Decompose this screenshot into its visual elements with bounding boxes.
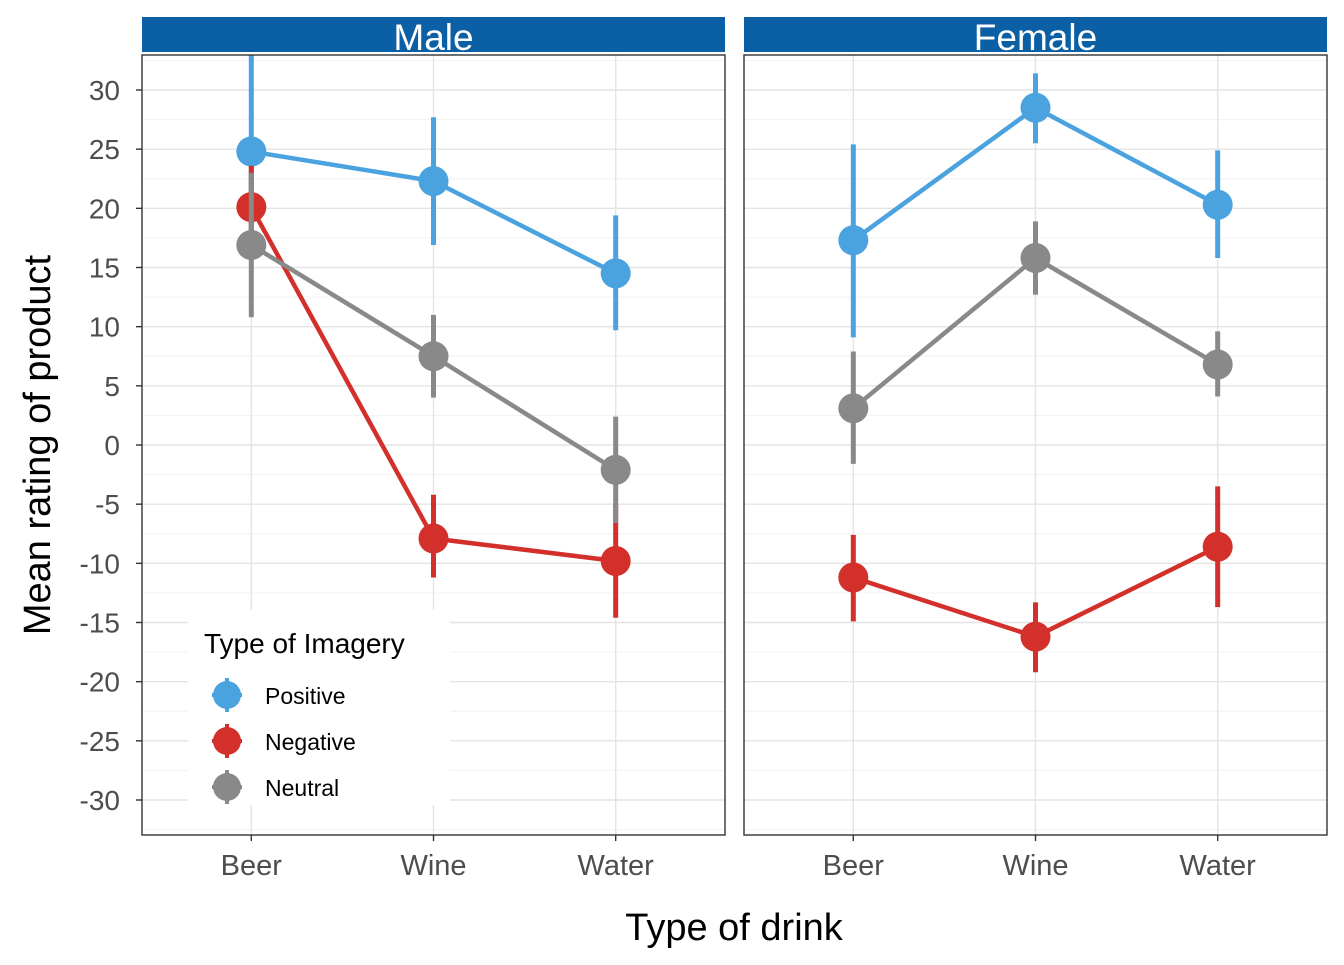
- data-point: [1020, 621, 1051, 652]
- series-neutral: [838, 221, 1233, 464]
- facet-label: Female: [974, 17, 1097, 58]
- legend-label-positive: Positive: [265, 683, 346, 709]
- series-positive: [838, 73, 1233, 338]
- legend-key-point: [213, 773, 241, 801]
- y-tick-label: -10: [80, 548, 120, 579]
- data-point: [418, 523, 449, 554]
- facet-label: Male: [393, 17, 473, 58]
- x-tick-label: Wine: [1002, 850, 1068, 882]
- facet-strip: [744, 17, 1327, 52]
- x-tick-label: Water: [1180, 850, 1257, 882]
- legend-label-negative: Negative: [265, 729, 356, 755]
- panel-border: [743, 54, 1328, 836]
- x-tick-label: Beer: [823, 850, 885, 882]
- data-point: [600, 545, 631, 576]
- legend-key-point: [213, 727, 241, 755]
- x-tick-label: Wine: [400, 850, 466, 882]
- data-point: [600, 258, 631, 289]
- data-point: [1202, 189, 1233, 220]
- y-tick-label: 15: [89, 253, 120, 284]
- y-tick-label: -20: [80, 667, 120, 698]
- legend: Type of Imagery Positive Negative Neutral: [188, 610, 450, 805]
- panel-data: [236, 55, 631, 618]
- data-point: [236, 136, 267, 167]
- facet-strip: [142, 17, 725, 52]
- series-neutral: [236, 172, 631, 524]
- y-tick-label: -15: [80, 608, 120, 639]
- y-axis-title: Mean rating of product: [17, 254, 59, 635]
- data-point: [1020, 243, 1051, 274]
- y-tick-label: -30: [80, 785, 120, 816]
- data-point: [600, 454, 631, 485]
- data-point: [838, 393, 869, 424]
- legend-label-neutral: Neutral: [265, 775, 339, 801]
- data-point: [838, 225, 869, 256]
- panel-female: Beer Wine Water Female: [743, 17, 1328, 882]
- series-positive: [236, 55, 631, 331]
- y-tick-label: -25: [80, 726, 120, 757]
- data-point: [1202, 349, 1233, 380]
- data-point: [236, 230, 267, 261]
- panel-data: [838, 73, 1233, 673]
- data-point: [1020, 92, 1051, 123]
- y-tick-label: 0: [104, 430, 120, 461]
- y-tick-label: 10: [89, 312, 120, 343]
- y-tick-label: -5: [95, 489, 120, 520]
- legend-title: Type of Imagery: [204, 628, 405, 659]
- x-tick-label: Water: [578, 850, 655, 882]
- x-axis-title: Type of drink: [625, 907, 844, 949]
- data-point: [838, 562, 869, 593]
- x-tick-label: Beer: [221, 850, 283, 882]
- y-tick-label: 30: [89, 75, 120, 106]
- data-point: [1202, 531, 1233, 562]
- y-tick-label: 5: [104, 371, 120, 402]
- series-negative: [838, 486, 1233, 673]
- data-point: [418, 166, 449, 197]
- y-tick-label: 20: [89, 193, 120, 224]
- legend-key-point: [213, 681, 241, 709]
- data-point: [418, 341, 449, 372]
- y-tick-label: 25: [89, 134, 120, 165]
